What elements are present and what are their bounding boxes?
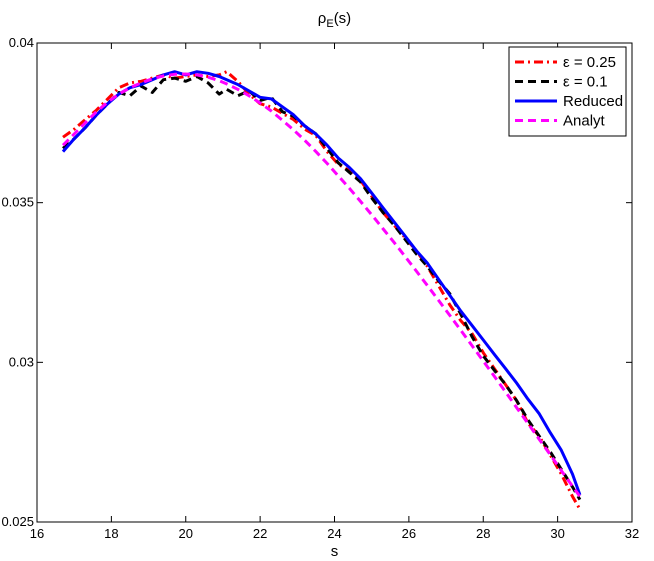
x-tick-label: 28 (476, 526, 490, 541)
x-tick-label: 30 (550, 526, 564, 541)
y-tick-label: 0.035 (1, 195, 34, 210)
chart-title-subscript: E (326, 18, 333, 30)
x-tick-label: 20 (179, 526, 193, 541)
legend-label: Reduced (563, 93, 623, 110)
series-layer (61, 70, 582, 510)
x-tick-label: 24 (327, 526, 341, 541)
series-line-4 (61, 72, 582, 498)
x-axis-label: s (331, 543, 339, 560)
y-tick-label: 0.025 (1, 514, 34, 529)
axes-layer: 16 18 20 22 24 26 28 30 32 0.025 0.03 0.035 0.04 (1, 35, 639, 541)
y-tick-label: 0.04 (9, 35, 34, 50)
legend-label: ε = 0.1 (563, 74, 608, 91)
x-tick-label: 16 (30, 526, 44, 541)
x-tick-label: 18 (104, 526, 118, 541)
legend: ε = 0.25 ε = 0.1 Reduced Analyt (508, 46, 627, 137)
legend-label: ε = 0.25 (563, 54, 616, 71)
chart-title-suffix: (s) (334, 10, 352, 27)
x-tick-label: 32 (625, 526, 639, 541)
chart-title: ρE(s) (318, 10, 351, 30)
legend-label: Analyt (563, 113, 606, 130)
x-tick-label: 22 (253, 526, 267, 541)
x-tick-label: 26 (402, 526, 416, 541)
chart-title-main: ρ (318, 10, 327, 27)
y-tick-label: 0.03 (9, 354, 34, 369)
